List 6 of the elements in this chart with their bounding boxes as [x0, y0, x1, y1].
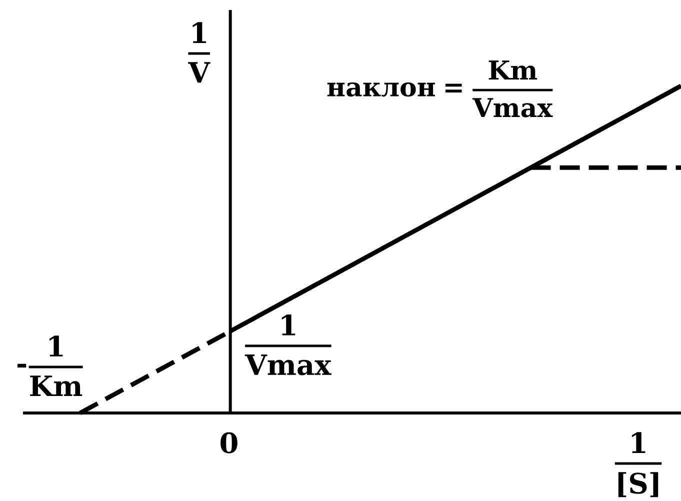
- y-axis-title: $\frac{1}{V}$: [188, 22, 210, 83]
- annotation: $-\frac{1}{Km}$: [18, 336, 83, 396]
- annotation: $\frac{1}{Vmax}$: [244, 314, 332, 376]
- x-axis-title: $\frac{1}{[S]}$: [614, 432, 662, 498]
- annotation: $\mbox{наклон}=\frac{Km}{Vmax}$: [327, 60, 553, 118]
- text: $0$: [220, 432, 238, 454]
